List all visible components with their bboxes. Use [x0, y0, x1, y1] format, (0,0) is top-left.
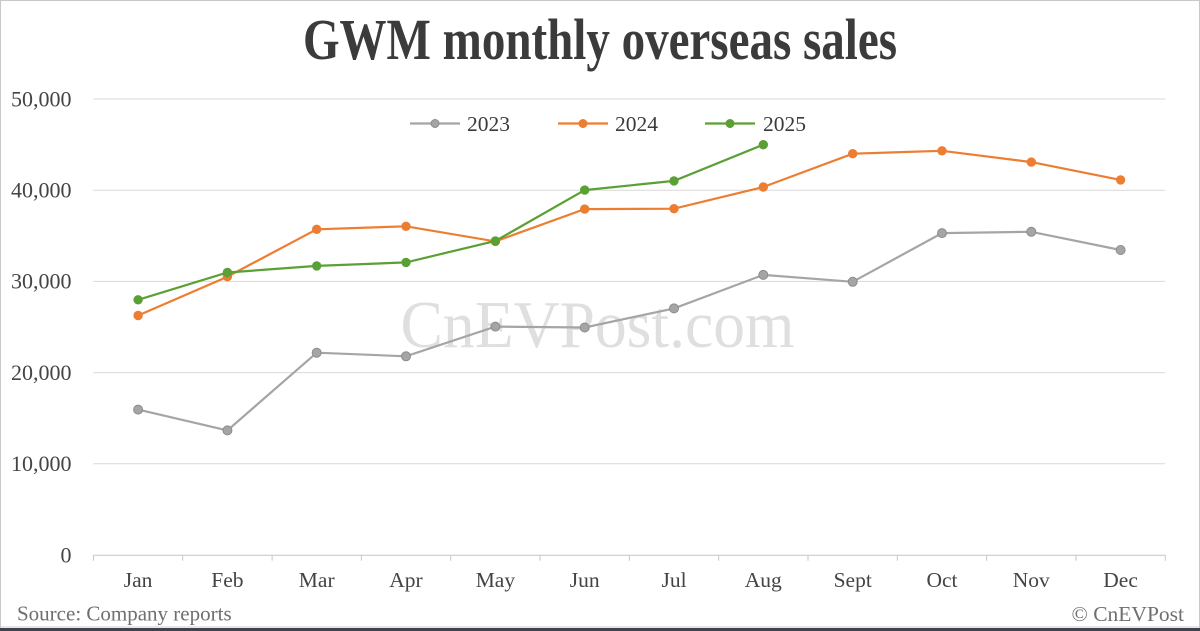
svg-text:Dec: Dec [1103, 568, 1138, 592]
svg-text:0: 0 [61, 542, 72, 567]
svg-text:50,000: 50,000 [11, 86, 72, 111]
svg-text:© CnEVPost: © CnEVPost [1071, 602, 1184, 626]
svg-text:40,000: 40,000 [11, 178, 72, 203]
svg-text:10,000: 10,000 [11, 451, 72, 476]
svg-text:Aug: Aug [745, 568, 782, 592]
svg-text:GWM monthly overseas sales: GWM monthly overseas sales [303, 7, 897, 72]
svg-text:Feb: Feb [211, 568, 243, 592]
svg-text:Jun: Jun [570, 568, 600, 592]
svg-text:20,000: 20,000 [11, 360, 72, 385]
svg-text:2023: 2023 [467, 112, 510, 136]
svg-text:Jul: Jul [661, 568, 686, 592]
svg-text:2024: 2024 [615, 112, 658, 136]
svg-text:Jan: Jan [124, 568, 153, 592]
svg-text:2025: 2025 [763, 112, 806, 136]
svg-text:Apr: Apr [389, 568, 422, 592]
svg-text:May: May [476, 568, 516, 592]
svg-text:Nov: Nov [1013, 568, 1050, 592]
svg-text:Source: Company reports: Source: Company reports [17, 602, 232, 626]
svg-text:Sept: Sept [834, 568, 872, 592]
svg-text:Mar: Mar [299, 568, 335, 592]
svg-text:Oct: Oct [926, 568, 957, 592]
svg-text:30,000: 30,000 [11, 269, 72, 294]
